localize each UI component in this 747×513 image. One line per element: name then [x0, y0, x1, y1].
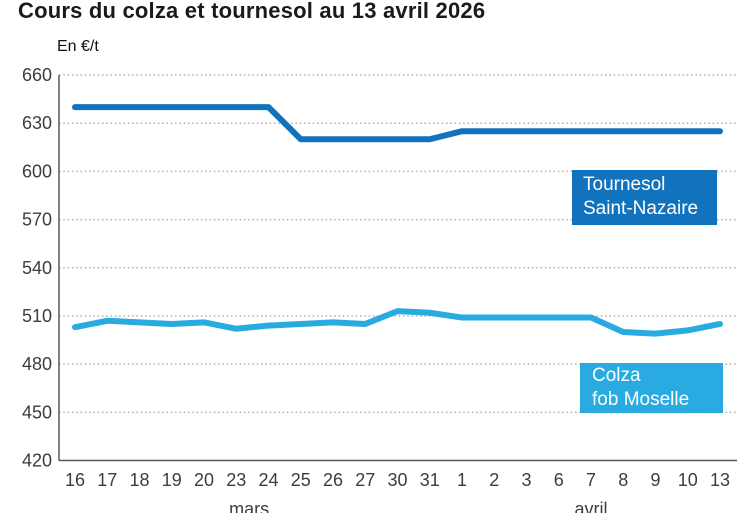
x-tick-label: 2	[489, 470, 499, 490]
y-tick-label: 480	[22, 354, 52, 374]
x-tick-label: 6	[554, 470, 564, 490]
y-tick-label: 660	[22, 65, 52, 85]
legend-tournesol-line2: Saint-Nazaire	[583, 198, 699, 219]
x-tick-label: 7	[586, 470, 596, 490]
x-tick-label: 16	[65, 470, 85, 490]
x-tick-label: 10	[678, 470, 698, 490]
legend-colza-line2: fob Moselle	[592, 389, 690, 410]
x-tick-label: 27	[355, 470, 375, 490]
x-tick-label: 8	[618, 470, 628, 490]
x-tick-label: 23	[226, 470, 246, 490]
y-axis-unit-label: En €/t	[57, 38, 99, 55]
y-tick-label: 450	[22, 402, 52, 422]
x-tick-label: 19	[162, 470, 182, 490]
x-tick-label: 31	[420, 470, 440, 490]
series-tournesol-line	[72, 104, 723, 143]
legend-colza: Colza fob Moselle	[580, 363, 723, 413]
x-tick-label: 13	[710, 470, 730, 490]
x-tick-label: 1	[457, 470, 467, 490]
x-tick-label: 9	[650, 470, 660, 490]
chart-title: Cours du colza et tournesol au 13 avril …	[18, 0, 486, 23]
y-tick-label: 630	[22, 113, 52, 133]
x-tick-label: 25	[291, 470, 311, 490]
month-label: avril	[574, 499, 607, 513]
month-label: mars	[229, 499, 269, 513]
x-tick-label: 18	[129, 470, 149, 490]
legend-tournesol-line1: Tournesol	[583, 174, 666, 195]
x-tick-label: 30	[387, 470, 407, 490]
y-tick-label: 540	[22, 258, 52, 278]
series-colza-line	[72, 308, 723, 337]
x-tick-label: 3	[521, 470, 531, 490]
legend-tournesol: Tournesol Saint-Nazaire	[572, 170, 717, 225]
y-tick-label: 570	[22, 210, 52, 230]
x-tick-label: 17	[97, 470, 117, 490]
y-tick-label: 510	[22, 306, 52, 326]
y-tick-label: 600	[22, 161, 52, 181]
legend-colza-line1: Colza	[592, 365, 641, 386]
x-tick-label: 24	[258, 470, 278, 490]
x-tick-label: 20	[194, 470, 214, 490]
x-tick-label: 26	[323, 470, 343, 490]
y-tick-label: 420	[22, 451, 52, 471]
